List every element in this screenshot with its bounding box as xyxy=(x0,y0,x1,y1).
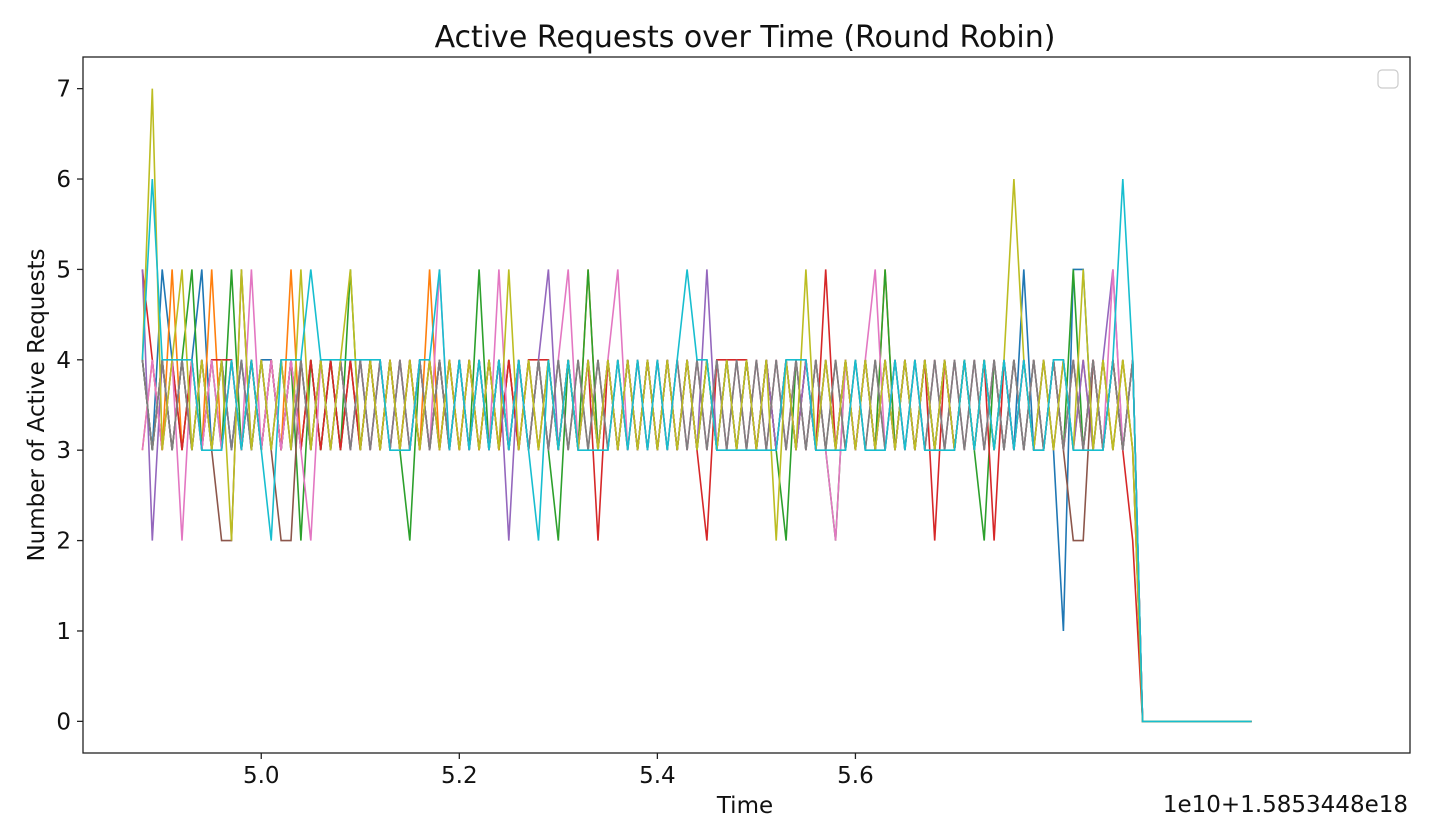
y-tick-label: 5 xyxy=(56,257,71,283)
x-axis: 5.0 5.2 5.4 5.6 xyxy=(243,753,874,789)
x-axis-label: Time xyxy=(716,793,773,819)
x-tick-label: 5.4 xyxy=(639,763,676,789)
plot-area xyxy=(83,57,1410,753)
y-tick-label: 4 xyxy=(56,348,71,374)
axes-frame xyxy=(82,56,1411,754)
x-offset-label: 1e10+1.5853448e18 xyxy=(1163,792,1408,818)
y-tick-label: 6 xyxy=(56,167,71,193)
x-tick-label: 5.0 xyxy=(243,763,280,789)
series-line-10 xyxy=(141,178,1252,723)
series-layer xyxy=(141,88,1252,723)
y-tick-label: 7 xyxy=(56,77,71,103)
plot-frame xyxy=(82,56,1411,754)
x-tick-label: 5.6 xyxy=(837,763,874,789)
legend-box xyxy=(1377,69,1399,89)
y-tick-label: 1 xyxy=(56,619,71,645)
y-axis: 0 1 2 3 4 5 6 7 xyxy=(56,77,83,735)
chart-title: Active Requests over Time (Round Robin) xyxy=(435,20,1056,55)
y-tick-label: 0 xyxy=(56,709,71,735)
y-axis-label: Number of Active Requests xyxy=(24,248,50,561)
x-tick-label: 5.2 xyxy=(441,763,478,789)
y-tick-label: 3 xyxy=(56,438,71,464)
y-tick-label: 2 xyxy=(56,529,71,555)
plot-background xyxy=(83,57,1410,753)
